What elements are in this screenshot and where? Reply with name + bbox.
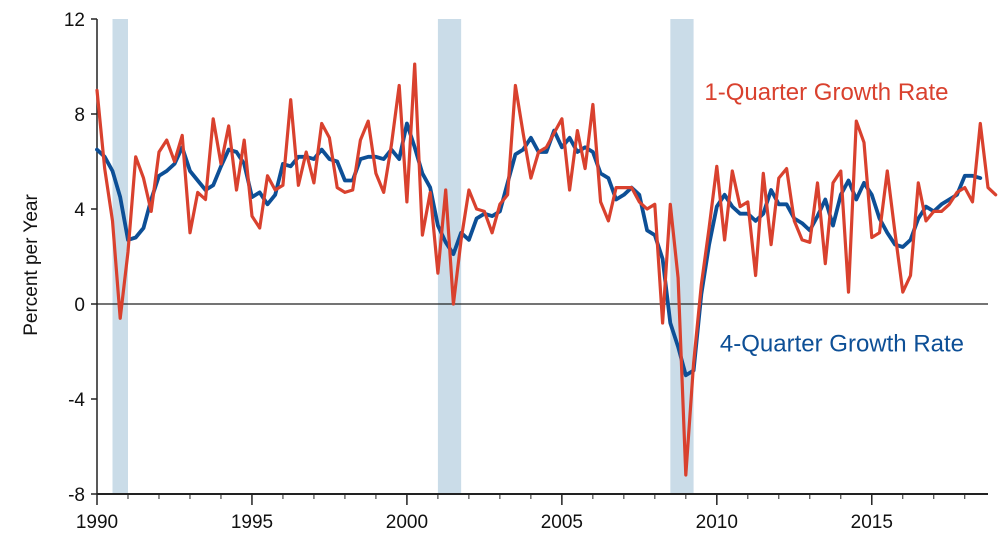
series-label-2: 4-Quarter Growth Rate <box>720 331 964 358</box>
x-tick-label: 2015 <box>851 512 893 533</box>
series-label-1: 1-Quarter Growth Rate <box>704 79 948 106</box>
series-lines <box>95 62 998 477</box>
y-tick-label: 12 <box>64 10 85 31</box>
recession-bands <box>112 19 694 494</box>
x-tick-label: 1990 <box>76 512 118 533</box>
x-tick-label: 2005 <box>541 512 583 533</box>
y-tick-label: 0 <box>74 295 85 316</box>
recession-band-1 <box>112 19 128 494</box>
x-tick-label: 2000 <box>386 512 428 533</box>
y-axis-title: Percent per Year <box>21 194 42 336</box>
x-tick-label: 1995 <box>231 512 273 533</box>
y-tick-label: -8 <box>68 485 85 506</box>
series-line-1-quarter <box>95 62 998 477</box>
y-tick-label: 4 <box>74 200 85 221</box>
y-tick-label: 8 <box>74 105 85 126</box>
x-tick-label: 2010 <box>696 512 738 533</box>
series-labels: 1-Quarter Growth Rate 4-Quarter Growth Ra… <box>704 79 964 358</box>
y-tick-label: -4 <box>68 390 85 411</box>
